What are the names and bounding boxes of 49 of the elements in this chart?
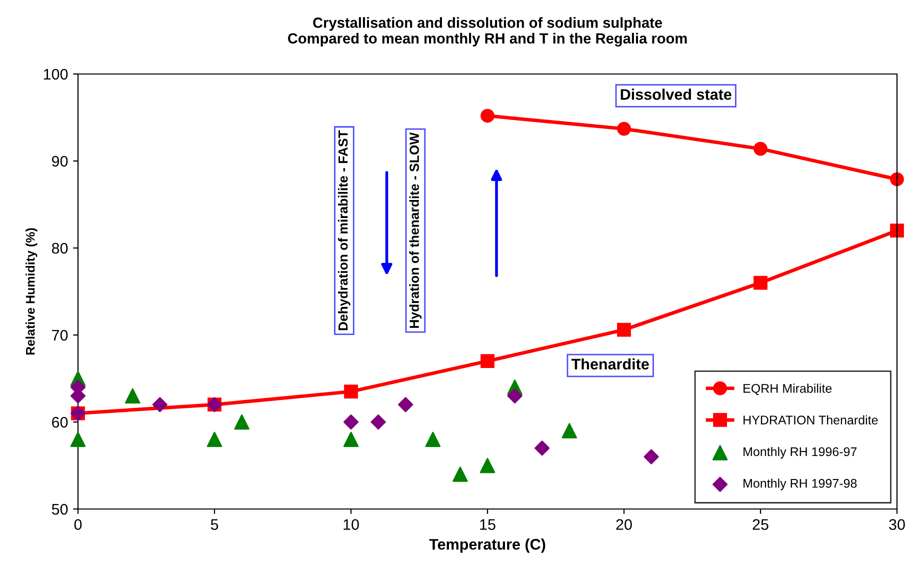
x-tick-label: 0 <box>74 519 82 530</box>
legend-label: HYDRATION Thenardite <box>744 415 878 424</box>
y-tick-label: 100 <box>44 68 68 80</box>
point <box>534 440 550 456</box>
y-tick-label: 70 <box>52 330 68 341</box>
point <box>343 432 359 448</box>
point <box>480 458 496 474</box>
y-axis-title: Relative Humidity (%) <box>26 228 38 355</box>
x-axis-title: Temperature (C) <box>429 538 546 553</box>
point <box>754 276 768 290</box>
point <box>562 423 578 438</box>
annotation: Thenardite <box>571 358 649 370</box>
x-tick-label: 10 <box>344 519 359 530</box>
legend-label: Monthly RH 1997-98 <box>744 478 857 490</box>
x-tick-label: 15 <box>480 519 496 530</box>
point <box>644 449 659 464</box>
point <box>70 432 86 448</box>
y-tick-label: 50 <box>52 504 68 515</box>
point <box>452 466 468 482</box>
annotation: Dissolved state <box>620 88 732 100</box>
point <box>152 397 168 412</box>
point <box>343 414 359 430</box>
x-tick-label: 30 <box>889 519 905 530</box>
x-tick-label: 25 <box>752 519 768 530</box>
point <box>206 432 222 448</box>
point <box>234 414 250 430</box>
point <box>617 322 631 337</box>
point <box>398 397 414 412</box>
point <box>370 414 386 430</box>
y-tick-label: 80 <box>52 242 68 254</box>
x-tick-label: 5 <box>210 519 218 530</box>
point <box>617 122 631 136</box>
point <box>754 142 768 156</box>
chart-title: Crystallisation and dissolution of sodium sulphate Compared to mean monthly RH and T in the Regalia room <box>288 17 687 47</box>
point <box>425 432 441 448</box>
legend-label: Monthly RH 1996-97 <box>744 446 857 459</box>
point <box>890 172 904 186</box>
point <box>124 388 140 404</box>
point <box>890 224 904 238</box>
annotation: Hydration of thenardite - SLOW <box>409 132 422 328</box>
point <box>507 388 522 404</box>
annotation: Dehydration of mirabilite - FAST <box>338 130 350 330</box>
point <box>344 384 358 398</box>
point <box>480 108 494 123</box>
y-tick-label: 90 <box>52 156 68 167</box>
point <box>480 354 494 368</box>
y-tick-label: 60 <box>52 416 68 428</box>
legend-label: EQRH Mirabilite <box>744 384 832 396</box>
x-tick-label: 20 <box>616 519 632 530</box>
